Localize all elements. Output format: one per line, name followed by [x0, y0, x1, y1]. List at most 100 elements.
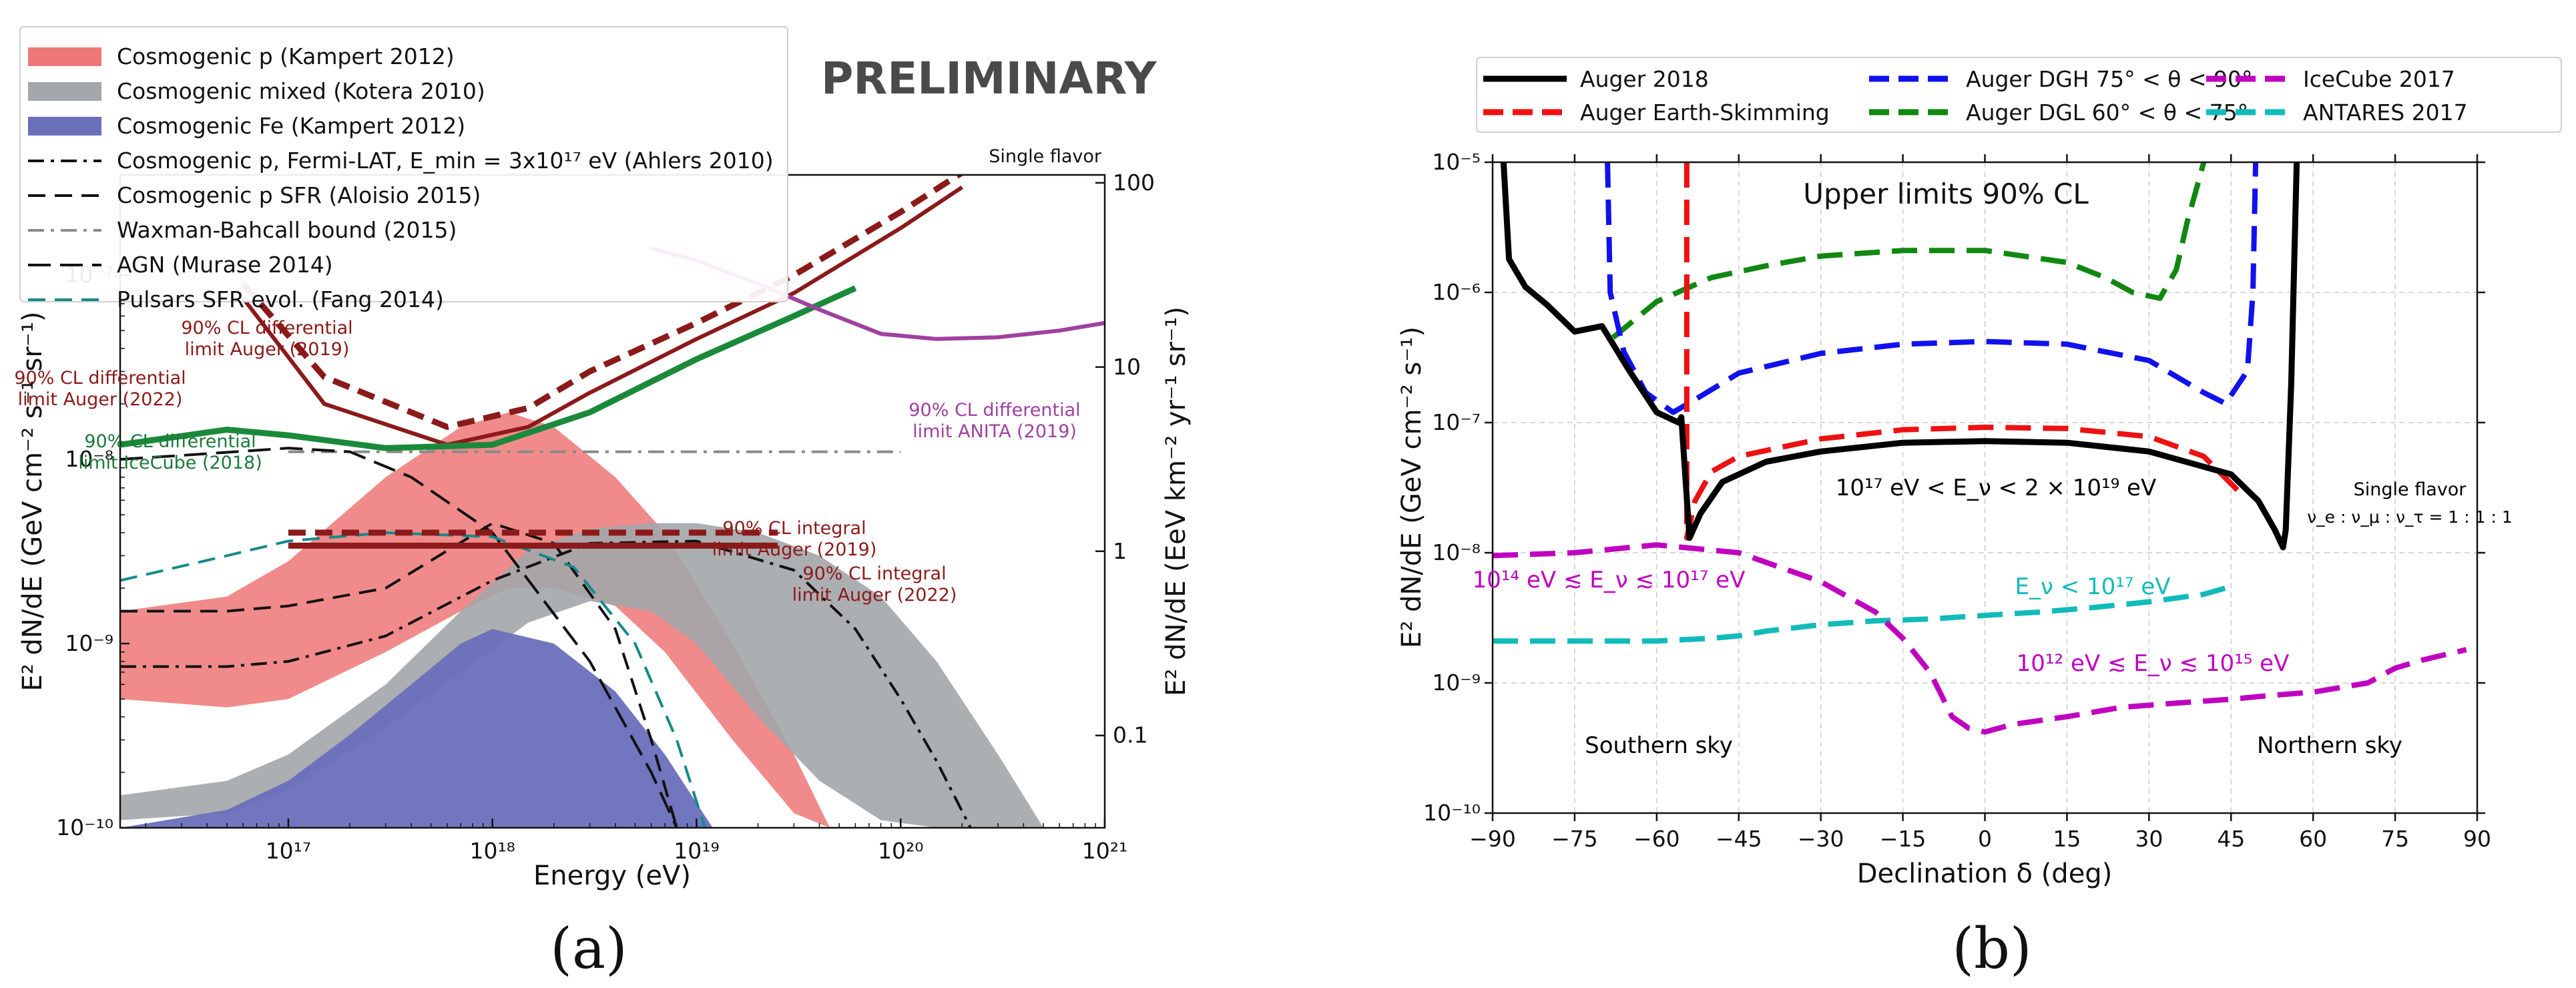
y-tick-label: 10⁻¹⁰ [1423, 800, 1481, 826]
panel-a-corner-note: Single flavor [989, 146, 1102, 167]
legend-item-pulsars-sfr-evol-fang-2014: Pulsars SFR evol. (Fang 2014) [28, 286, 444, 312]
annotation-auger-2022-diff: 90% CL differential limit Auger (2022) [14, 368, 186, 410]
y-tick-label: 10⁻⁹ [1432, 670, 1481, 696]
y-tick-label: 10⁻⁷ [1432, 409, 1481, 435]
x-tick-label: −60 [1633, 826, 1680, 852]
y-tick-label: 10⁻⁹ [65, 630, 113, 656]
annotation-auger-2022-int: 90% CL integral limit Auger (2022) [792, 563, 957, 605]
panel-b-plot-area [1493, 162, 2477, 813]
series-antares-2017 [1493, 583, 2232, 644]
legend-box [19, 26, 788, 302]
x-tick-label: −30 [1798, 826, 1844, 852]
panel-a-ylabel: E² dN/dE (GeV cm⁻² s⁻¹ sr⁻¹) [17, 311, 48, 691]
x-tick-label: 10²¹ [1082, 838, 1127, 864]
legend-box [1476, 57, 2562, 133]
legend-label: Cosmogenic p (Kampert 2012) [117, 43, 455, 69]
x-tick-label: 0 [1978, 826, 1992, 852]
y-tick-label: 10⁻⁶ [1432, 279, 1481, 305]
legend-label: Auger DGL 60° < θ < 75° [1966, 99, 2248, 126]
legend-swatch [28, 82, 101, 101]
series-auger-dgl-60-75 [1611, 162, 2207, 340]
panel-b-label: (b) [1952, 916, 2031, 981]
panel-a-legend: Cosmogenic p (Kampert 2012) Cosmogenic mi… [19, 26, 788, 312]
x-tick-label: −45 [1716, 826, 1762, 852]
legend-label: AGN (Murase 2014) [117, 252, 333, 278]
x-tick-label: 75 [2381, 826, 2409, 852]
legend-label: Auger DGH 75° < θ < 90° [1966, 66, 2253, 92]
panel-b-xlabel: Declination δ (deg) [1857, 858, 2113, 889]
x-tick-label: 30 [2135, 826, 2163, 852]
panel-b-ylabel: E² dN/dE (GeV cm⁻² s⁻¹) [1396, 326, 1427, 648]
panel-b-ticks: −90 −75 −60 −45 −30 −15 0 15 30 45 60 75 90 10⁻¹⁰ 10⁻⁹… [1423, 149, 2491, 852]
legend-label: Cosmogenic Fe (Kampert 2012) [117, 113, 465, 139]
annotation-anita-diff: 90% CL differential limit ANITA (2019) [909, 400, 1080, 442]
band-cosmogenic-fe-kampert-2012 [120, 629, 713, 828]
legend-item-antares-2017: ANTARES 2017 [2206, 99, 2468, 126]
y-right-tick-label: 10 [1113, 354, 1141, 380]
panel-a-plot-area [120, 175, 1105, 828]
annotation-auger-2019-int: 90% CL integral limit Auger (2019) [712, 518, 877, 560]
legend-item-auger-dgh-75-90: Auger DGH 75° < θ < 90° [1869, 66, 2253, 92]
annotation-icecube-range-high: 10¹⁴ eV ≲ E_ν ≲ 10¹⁷ eV [1473, 567, 1746, 593]
series-auger-dgh-75-90 [1605, 162, 2259, 415]
panel-a-label: (a) [550, 916, 627, 981]
series-90-cl-differential-limit-auger-2019 [240, 175, 964, 430]
legend-label: Cosmogenic mixed (Kotera 2010) [117, 78, 485, 104]
annotation-northern-sky: Northern sky [2257, 732, 2402, 759]
y-tick-label: 10⁻⁸ [1432, 539, 1481, 565]
panel-b-legend: Auger 2018 Auger Earth-Skimming Auger DGH … [1476, 57, 2562, 133]
legend-label: Auger Earth-Skimming [1580, 99, 1830, 126]
legend-item-auger-2018: Auger 2018 [1483, 66, 1709, 92]
x-tick-label: 60 [2299, 826, 2327, 852]
legend-swatch [28, 117, 101, 136]
series-auger-2018 [1500, 162, 2300, 551]
x-tick-label: 10¹⁷ [266, 838, 311, 864]
legend-swatch [28, 47, 101, 66]
legend-label: Waxman-Bahcall bound (2015) [117, 217, 457, 243]
legend-item-cosmogenic-fe-kampert-2012: Cosmogenic Fe (Kampert 2012) [28, 113, 465, 139]
x-tick-label: −15 [1880, 826, 1926, 852]
legend-item-cosmogenic-mixed-kotera-2010: Cosmogenic mixed (Kotera 2010) [28, 78, 485, 104]
legend-item-icecube-2017: IceCube 2017 [2206, 66, 2455, 92]
y-right-tick-label: 100 [1113, 170, 1155, 196]
legend-item-agn-murase-2014: AGN (Murase 2014) [28, 252, 333, 278]
legend-item-auger-earth-skimming: Auger Earth-Skimming [1483, 99, 1830, 126]
annotation-southern-sky: Southern sky [1585, 732, 1733, 759]
x-tick-label: 45 [2217, 826, 2245, 852]
series-auger-earth-skimming [1684, 162, 2244, 541]
annotation-auger-2019-diff: 90% CL differential limit Auger (2019) [181, 318, 352, 360]
panel-b-title: Upper limits 90% CL [1803, 178, 2089, 210]
y-right-tick-label: 1 [1113, 538, 1127, 564]
x-tick-label: 10¹⁸ [469, 838, 515, 864]
x-tick-label: −75 [1551, 826, 1598, 852]
legend-item-cosmogenic-p-kampert-2012: Cosmogenic p (Kampert 2012) [28, 43, 455, 69]
legend-label: Cosmogenic p, Fermi-LAT, E_min = 3x10¹⁷ … [117, 148, 774, 174]
y-tick-label: 10⁻⁵ [1432, 149, 1481, 175]
y-tick-label: 10⁻¹⁰ [56, 814, 113, 840]
panel-b: −90 −75 −60 −45 −30 −15 0 15 30 45 60 75 90 10⁻¹⁰ 10⁻⁹… [1396, 57, 2562, 981]
legend-item-waxman-bahcall-bound-2015: Waxman-Bahcall bound (2015) [28, 217, 457, 243]
legend-label: IceCube 2017 [2303, 66, 2455, 92]
legend-item-auger-dgl-60-75: Auger DGL 60° < θ < 75° [1869, 99, 2248, 126]
annotation-icecube-diff: 90% CL differential limit IceCube (2018) [78, 431, 262, 473]
series-pulsars-sfr-evol-fang-2014 [120, 531, 707, 828]
series-90-cl-differential-limit-auger-2022 [241, 186, 963, 447]
band-cosmogenic-mixed-kotera-2010 [120, 523, 1043, 828]
x-tick-label: 90 [2463, 826, 2491, 852]
legend-item-cosmogenic-p-sfr-aloisio-2015: Cosmogenic p SFR (Aloisio 2015) [28, 182, 481, 208]
annotation-flavor-ratio: ν_e : ν_μ : ν_τ = 1 : 1 : 1 [2307, 507, 2513, 527]
legend-label: Cosmogenic p SFR (Aloisio 2015) [117, 182, 481, 208]
annotation-antares-range: E_ν < 10¹⁷ eV [2015, 573, 2170, 600]
panel-a-xlabel: Energy (eV) [533, 860, 691, 891]
annotation-icecube-range-low: 10¹² eV ≲ E_ν ≲ 10¹⁵ eV [2017, 650, 2290, 677]
y-tick-label: 10⁻⁸ [65, 446, 113, 472]
legend-label: Auger 2018 [1580, 66, 1709, 92]
series-icecube-2017 [1493, 542, 2467, 735]
series-90-cl-differential-limit-icecube-2018 [120, 285, 857, 451]
series-cosmogenic-p-fermi-lat-e-min-3x10-ev-ahlers-2010 [120, 539, 972, 828]
legend-label: Pulsars SFR evol. (Fang 2014) [117, 286, 444, 312]
panel-a-watermark: PRELIMINARY [821, 53, 1157, 104]
legend-label: ANTARES 2017 [2303, 99, 2468, 126]
panel-a-ylabel-right: E² dN/dE (EeV km⁻² yr⁻¹ sr⁻¹) [1161, 306, 1192, 696]
